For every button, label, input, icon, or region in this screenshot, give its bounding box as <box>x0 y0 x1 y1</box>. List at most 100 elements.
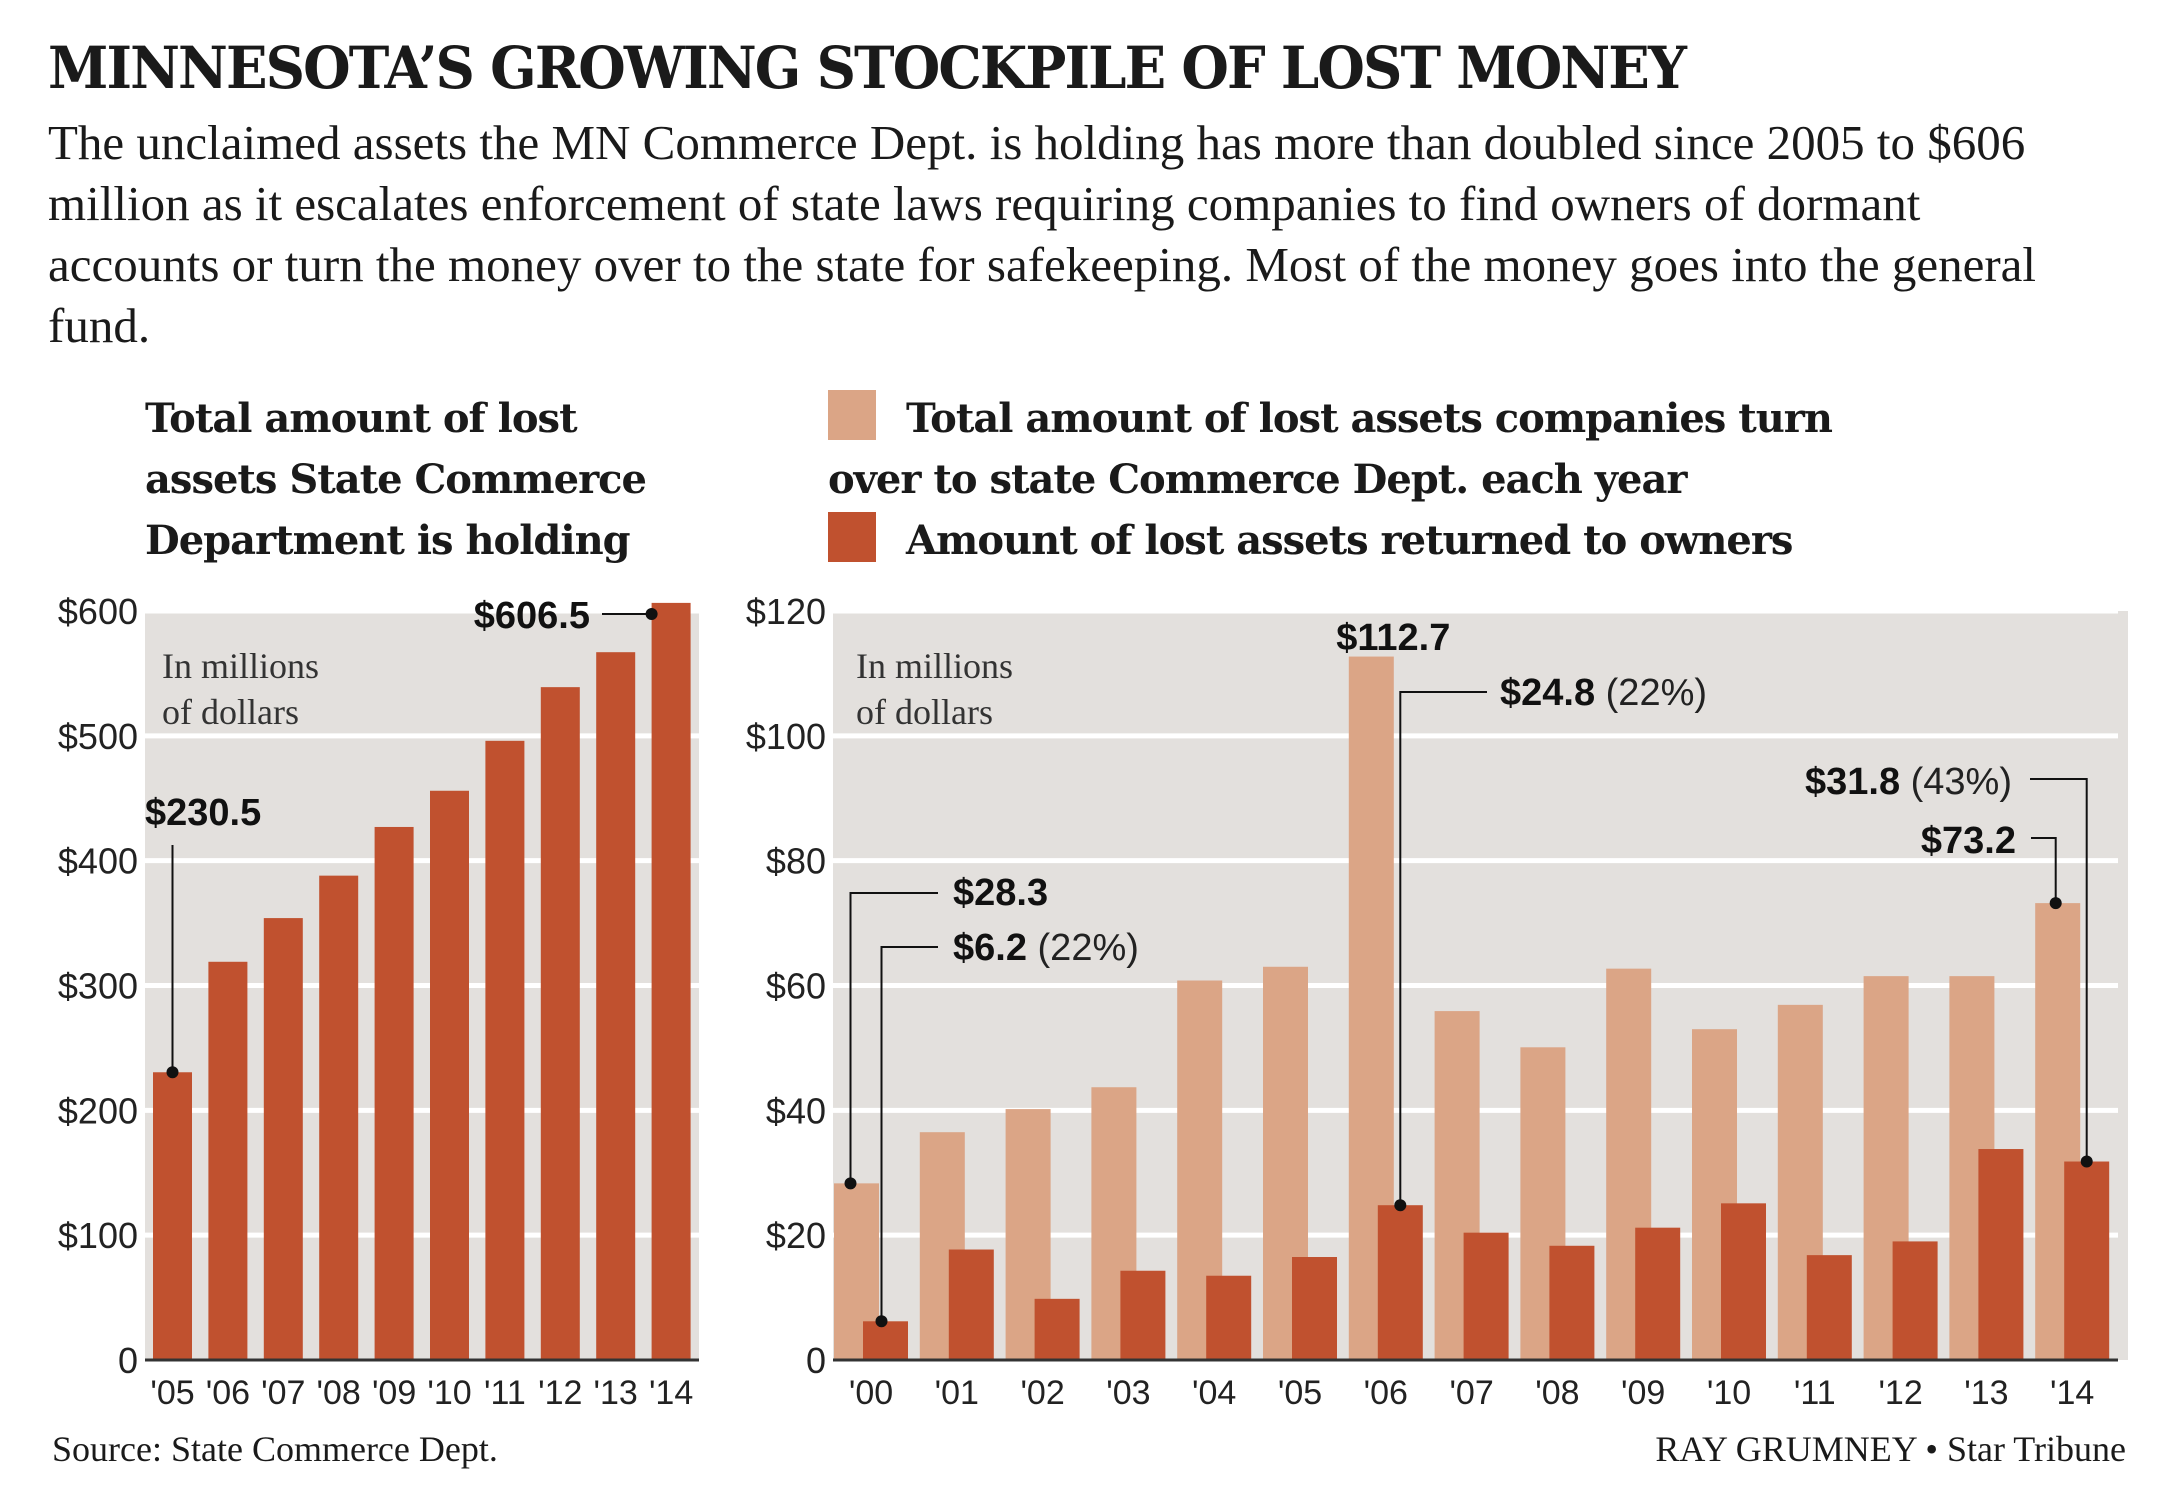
bar-holding <box>208 961 248 1360</box>
bar-holding <box>596 652 636 1360</box>
bar-returned <box>1292 1257 1337 1360</box>
legend-swatch-turned-over <box>828 390 876 440</box>
legend-label-returned: Amount of lost assets returned to owners <box>906 517 1793 564</box>
x-tick-label: '13 <box>594 1374 638 1412</box>
annotation-value: $6.2 <box>953 927 1027 969</box>
annotation-value: $73.2 <box>1921 820 2016 862</box>
bar-returned <box>1635 1227 1681 1360</box>
bar-holding <box>153 1072 192 1360</box>
leader-line <box>2030 778 2088 1162</box>
x-tick-label: '08 <box>317 1374 361 1412</box>
x-tick-label: '11 <box>484 1374 526 1412</box>
unit-note: In millions <box>162 646 319 686</box>
bar-returned <box>1806 1255 1852 1360</box>
bar-returned <box>1120 1270 1166 1360</box>
x-tick-label: '06 <box>1364 1374 1408 1412</box>
y-tick-label: $100 <box>58 1215 138 1256</box>
legend-label-turned-over-line2: over to state Commerce Dept. each year <box>828 456 1687 503</box>
unit-note: In millions <box>856 646 1013 686</box>
x-tick-label: '00 <box>849 1374 893 1412</box>
legend-label-turned-over-line1: Total amount of lost assets companies tu… <box>906 395 1833 442</box>
x-tick-label: '05 <box>1278 1374 1322 1412</box>
leader-dot <box>2049 897 2062 910</box>
annotation-percent: (22%) <box>1595 672 1707 714</box>
x-tick-label: '14 <box>2050 1374 2094 1412</box>
x-tick-label: '13 <box>1964 1374 2008 1412</box>
y-tick-label: $20 <box>766 1215 826 1256</box>
leader-dot <box>645 608 658 620</box>
annotation-label: $31.8 (43%) <box>1805 761 2012 803</box>
y-tick-label: $300 <box>58 966 138 1007</box>
leader-line <box>1399 691 1487 1206</box>
leader-line <box>880 946 938 1322</box>
x-tick-label: '01 <box>935 1374 979 1412</box>
annotation-value: $28.3 <box>953 872 1048 914</box>
credit-line: RAY GRUMNEY • Star Tribune <box>1655 1429 2126 1469</box>
x-tick-label: '10 <box>1707 1374 1751 1412</box>
leader-dot <box>844 1177 857 1190</box>
y-tick-label: 0 <box>806 1340 826 1381</box>
legend-item-turned-over: Total amount of lost assets companies tu… <box>828 388 2128 449</box>
headline: MINNESOTA’S GROWING STOCKPILE OF LOST MO… <box>48 34 1687 102</box>
y-tick-label: $400 <box>58 841 138 882</box>
bar-holding <box>319 875 359 1360</box>
x-tick-label: '09 <box>372 1374 416 1412</box>
y-tick-label: $100 <box>746 716 826 757</box>
bar-returned <box>2064 1161 2110 1360</box>
bar-returned <box>1721 1203 1766 1360</box>
bar-holding <box>374 826 414 1360</box>
bar-holding <box>540 687 580 1360</box>
x-tick-label: '08 <box>1535 1374 1579 1412</box>
bar-holding <box>263 918 303 1360</box>
bar-holding <box>430 790 469 1360</box>
legend-item-returned: Amount of lost assets returned to owners <box>828 510 2128 571</box>
annotation-label: $230.5 <box>145 792 261 834</box>
y-tick-label: $80 <box>766 841 826 882</box>
left-chart-holding: 0 $100 $200 $300 $400 $500 $600 '05 '06 '07 '08 '09… <box>58 591 699 1412</box>
x-tick-label: '14 <box>649 1374 693 1412</box>
leader-dot <box>1394 1199 1407 1212</box>
annotation-label: $73.2 <box>1921 820 2016 862</box>
y-tick-label: 0 <box>118 1340 138 1381</box>
bar-returned <box>1463 1232 1509 1360</box>
bar-returned <box>1034 1298 1080 1360</box>
unit-note: of dollars <box>856 692 993 732</box>
leader-dot <box>166 1066 179 1079</box>
leader-line <box>849 892 938 1184</box>
x-tick-label: '09 <box>1621 1374 1665 1412</box>
y-tick-label: $60 <box>766 966 826 1007</box>
x-tick-label: '05 <box>150 1374 194 1412</box>
leader-line <box>2031 837 2057 904</box>
annotation-label: $606.5 <box>474 595 590 637</box>
x-tick-label: '04 <box>1192 1374 1236 1412</box>
bar-holding <box>651 602 691 1360</box>
bar-returned <box>1206 1275 1252 1360</box>
x-tick-label: '10 <box>427 1374 471 1412</box>
bar-returned <box>948 1249 994 1360</box>
x-tick-label: '11 <box>1794 1374 1836 1412</box>
leader-dot <box>2080 1155 2093 1168</box>
right-chart-annual: 0 $20 $40 $60 $80 $100 $120 '00 '01 '02 '03 '04 '05 '… <box>746 591 2128 1412</box>
y-tick-label: $200 <box>58 1090 138 1131</box>
annotation-label: $6.2 (22%) <box>953 927 1139 969</box>
annotation-label: $28.3 <box>953 872 1048 914</box>
x-tick-label: '02 <box>1020 1374 1064 1412</box>
bar-returned <box>863 1321 908 1360</box>
bar-holding <box>485 740 525 1360</box>
bar-returned <box>1377 1205 1423 1360</box>
x-tick-label: '07 <box>261 1374 305 1412</box>
leader-dot <box>875 1315 888 1328</box>
annotation-label: $24.8 (22%) <box>1500 672 1707 714</box>
annotation-label: $112.7 <box>1336 617 1450 659</box>
source-note: Source: State Commerce Dept. <box>52 1429 498 1469</box>
y-tick-label: $40 <box>766 1090 826 1131</box>
intro-text: The unclaimed assets the MN Commerce Dep… <box>48 115 2036 353</box>
annotation-percent: (43%) <box>1900 761 2012 803</box>
annotation-value: $31.8 <box>1805 761 1900 803</box>
annotation-value: $24.8 <box>1500 672 1595 714</box>
bar-returned <box>1978 1149 2024 1360</box>
bar-returned <box>1549 1245 1595 1360</box>
x-tick-label: '06 <box>206 1374 250 1412</box>
x-tick-label: '12 <box>538 1374 582 1412</box>
